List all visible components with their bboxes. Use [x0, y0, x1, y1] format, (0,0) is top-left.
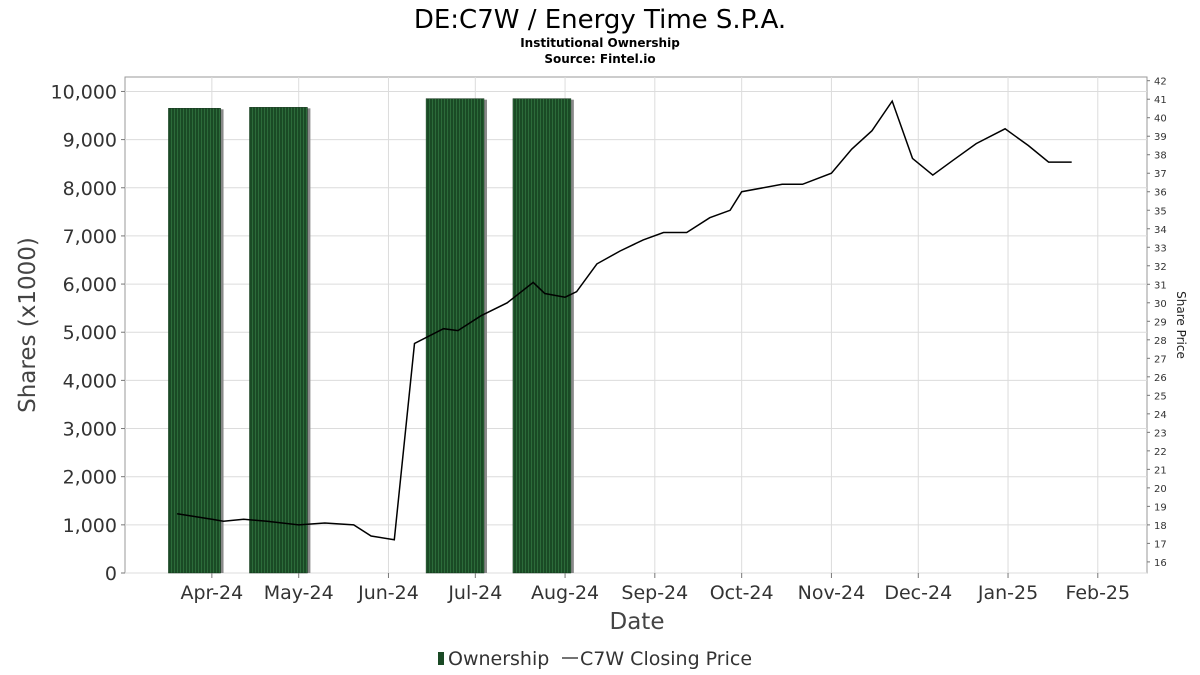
ownership-bar [168, 108, 221, 574]
chart-title: DE:C7W / Energy Time S.P.A. [414, 5, 786, 35]
price-line [176, 99, 1072, 541]
y2-tick-label: 21 [1154, 465, 1167, 476]
chart-subtitle: Institutional Ownership [520, 36, 680, 50]
y2-tick-label: 18 [1154, 521, 1167, 532]
y-tick-label: 0 [105, 563, 117, 585]
y-tick-label: 7,000 [63, 226, 117, 248]
y2-tick-label: 28 [1154, 336, 1167, 347]
y2-tick-label: 29 [1154, 317, 1167, 328]
y2-tick-label: 24 [1154, 410, 1167, 421]
x-tick-label: Jul-24 [447, 582, 502, 604]
y2-tick-label: 36 [1154, 188, 1167, 199]
y2-tick-label: 20 [1154, 484, 1167, 495]
x-tick-label: Jun-24 [357, 582, 419, 604]
ownership-bar [425, 98, 485, 574]
x-tick-label: Nov-24 [798, 582, 866, 604]
y2-tick-label: 30 [1154, 299, 1167, 310]
x-tick-label: May-24 [264, 582, 334, 604]
right-axis: 16 17 18 19 20 21 22 23 24 25 26 27 28 29 30 31 32 33 34 35… [1147, 77, 1167, 569]
legend-ownership-swatch [438, 652, 444, 665]
y2-tick-label: 34 [1154, 225, 1167, 236]
y-tick-label: 1,000 [63, 515, 117, 537]
y2-tick-label: 35 [1154, 206, 1167, 217]
x-tick-label: Sep-24 [621, 582, 688, 604]
y2-tick-label: 38 [1154, 151, 1167, 162]
y2-tick-label: 27 [1154, 354, 1167, 365]
y-axis-label: Shares (x1000) [15, 237, 41, 413]
y-tick-label: 4,000 [63, 370, 117, 392]
y2-tick-label: 40 [1154, 114, 1167, 125]
x-tick-label: Apr-24 [181, 582, 244, 604]
legend: Ownership C7W Closing Price [438, 648, 752, 670]
y2-tick-label: 41 [1154, 95, 1167, 106]
y2-tick-label: 32 [1154, 262, 1167, 273]
x-tick-label: Oct-24 [710, 582, 774, 604]
y2-tick-label: 19 [1154, 502, 1167, 513]
y2-tick-label: 33 [1154, 243, 1167, 254]
x-tick-label: Aug-24 [531, 582, 599, 604]
chart-source: Source: Fintel.io [544, 52, 655, 66]
x-tick-label: Jan-25 [977, 582, 1038, 604]
x-tick-label: Dec-24 [884, 582, 952, 604]
y2-tick-label: 17 [1154, 539, 1167, 550]
x-tick-label: Feb-25 [1065, 582, 1130, 604]
y-tick-label: 8,000 [63, 178, 117, 200]
y-tick-label: 2,000 [63, 467, 117, 489]
y-tick-label: 3,000 [63, 419, 117, 441]
x-axis: Apr-24 May-24 Jun-24 Jul-24 Aug-24 Sep-24 Oct-… [181, 573, 1130, 604]
y2-tick-label: 39 [1154, 132, 1167, 143]
y2-tick-label: 23 [1154, 428, 1167, 439]
price-line-layer [176, 99, 1072, 541]
y2-tick-label: 16 [1154, 558, 1167, 569]
y2-tick-label: 22 [1154, 447, 1167, 458]
left-axis: 0 1,000 2,000 3,000 4,000 5,000 6,000 7,000 8,00… [51, 81, 125, 585]
ownership-bars [168, 98, 574, 574]
y2-tick-label: 37 [1154, 169, 1167, 180]
y-tick-label: 10,000 [51, 81, 117, 103]
y2-tick-label: 31 [1154, 280, 1167, 291]
x-axis-label: Date [610, 609, 665, 635]
y-tick-label: 9,000 [63, 130, 117, 152]
y-tick-label: 5,000 [63, 322, 117, 344]
y2-tick-label: 25 [1154, 391, 1167, 402]
ownership-bar [512, 98, 572, 574]
legend-price-label: C7W Closing Price [580, 648, 752, 670]
y-tick-label: 6,000 [63, 274, 117, 296]
legend-ownership-label: Ownership [448, 648, 549, 670]
y2-tick-label: 42 [1154, 77, 1167, 88]
y2-tick-label: 26 [1154, 373, 1167, 384]
ownership-bar [249, 107, 308, 574]
y2-axis-label: Share Price [1174, 291, 1188, 359]
